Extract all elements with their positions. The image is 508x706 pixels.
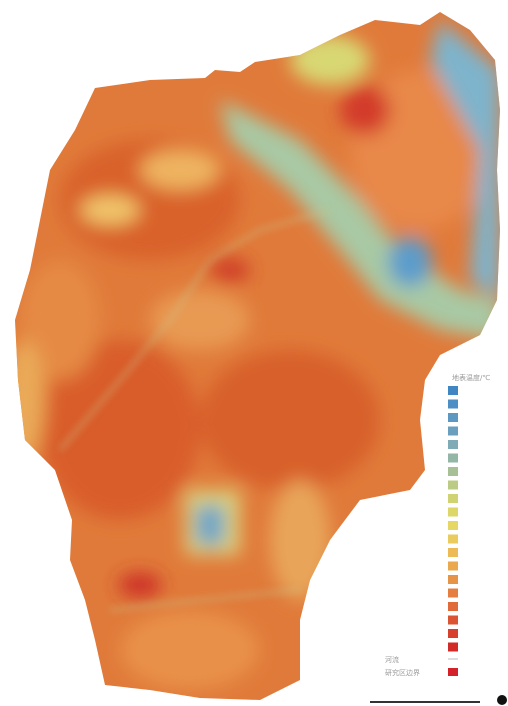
legend-swatch [448,521,458,530]
legend-item: 研究区边界 [385,668,420,677]
legend-swatch [448,588,458,598]
legend-swatch [448,507,458,517]
legend-swatch [448,453,458,463]
legend-swatch [448,440,458,449]
legend-swatch [448,426,458,436]
scale-bar [370,695,507,705]
legend-swatch [448,386,458,395]
boundary-symbol [448,668,458,676]
legend-swatch [448,467,458,476]
legend-swatch [448,561,458,571]
legend-swatch [448,642,458,652]
legend-swatch [448,413,458,422]
legend-swatch [448,534,458,544]
legend-swatch [448,615,458,625]
legend-swatch [448,602,458,611]
legend-swatch [448,480,458,490]
legend: 地表温度/℃ 河流 研究区边界 [385,373,490,677]
legend-swatch [448,629,458,638]
legend-item: 河流 [385,655,399,664]
legend-swatch [448,399,458,409]
legend-title: 地表温度/℃ [452,373,490,382]
legend-swatch [448,548,458,557]
legend-swatch [448,494,458,503]
legend-swatch [448,575,458,584]
